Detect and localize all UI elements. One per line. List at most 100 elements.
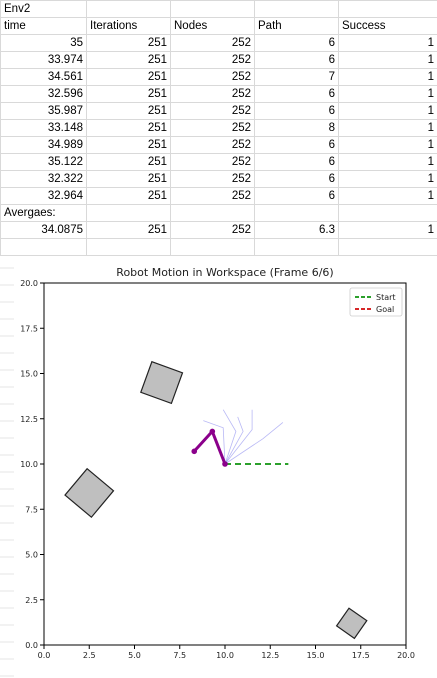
legend-label: Start	[376, 293, 396, 302]
chart-svg: Robot Motion in Workspace (Frame 6/6) 0.0…	[0, 266, 415, 677]
data-cell[interactable]: 6	[254, 136, 339, 154]
averages-label-row: Avergaes:	[0, 204, 437, 222]
column-header-cell[interactable]: time	[0, 17, 87, 35]
table-row: 33.148 251 252 8 1	[0, 119, 437, 137]
data-cell[interactable]: 252	[170, 85, 255, 103]
data-cell[interactable]: 252	[170, 187, 255, 205]
empty-cell[interactable]	[254, 204, 339, 222]
data-cell[interactable]: 252	[170, 51, 255, 69]
data-cell[interactable]: 35.987	[0, 102, 87, 120]
empty-cell[interactable]	[86, 204, 171, 222]
y-tick-label: 17.5	[20, 324, 38, 333]
table-row: 32.322 251 252 6 1	[0, 170, 437, 188]
data-cell[interactable]: 6	[254, 187, 339, 205]
data-cell[interactable]: 251	[86, 119, 171, 137]
data-cell[interactable]: 251	[86, 153, 171, 171]
data-cell[interactable]: 35.122	[0, 153, 87, 171]
average-cell[interactable]: 251	[86, 221, 171, 239]
header-row: time Iterations Nodes Path Success	[0, 17, 437, 35]
data-cell[interactable]: 34.989	[0, 136, 87, 154]
data-cell[interactable]: 34.561	[0, 68, 87, 86]
data-cell[interactable]: 1	[338, 119, 437, 137]
y-tick-label: 7.5	[25, 505, 38, 514]
data-cell[interactable]: 251	[86, 85, 171, 103]
obstacle	[64, 467, 115, 519]
data-cell[interactable]: 251	[86, 170, 171, 188]
column-header-cell[interactable]: Success	[338, 17, 437, 35]
data-cell[interactable]: 252	[170, 119, 255, 137]
sheet-title-cell[interactable]: Env2	[0, 0, 87, 18]
empty-cell[interactable]	[254, 238, 339, 256]
data-cell[interactable]: 252	[170, 153, 255, 171]
data-cell[interactable]: 32.596	[0, 85, 87, 103]
spreadsheet-table: Env2 time Iterations Nodes Path Success 35 251 2…	[0, 0, 437, 256]
data-cell[interactable]: 6	[254, 153, 339, 171]
data-cell[interactable]: 1	[338, 102, 437, 120]
averages-row: 34.0875 251 252 6.3 1	[0, 221, 437, 239]
y-tick-label: 20.0	[20, 279, 38, 288]
data-cell[interactable]: 251	[86, 136, 171, 154]
robot-motion-chart: Robot Motion in Workspace (Frame 6/6) 0.0…	[0, 258, 437, 678]
averages-label-cell[interactable]: Avergaes:	[0, 204, 87, 222]
data-cell[interactable]: 1	[338, 187, 437, 205]
data-cell[interactable]: 1	[338, 85, 437, 103]
data-cell[interactable]: 252	[170, 170, 255, 188]
empty-cell[interactable]	[338, 204, 437, 222]
empty-cell[interactable]	[170, 0, 255, 18]
data-cell[interactable]: 8	[254, 119, 339, 137]
empty-cell[interactable]	[254, 0, 339, 18]
data-cell[interactable]: 1	[338, 136, 437, 154]
robot-joint-point	[222, 461, 228, 467]
data-cell[interactable]: 33.148	[0, 119, 87, 137]
average-cell[interactable]: 6.3	[254, 221, 339, 239]
data-cell[interactable]: 251	[86, 68, 171, 86]
average-cell[interactable]: 252	[170, 221, 255, 239]
data-cell[interactable]: 251	[86, 187, 171, 205]
y-tick-label: 12.5	[20, 415, 38, 424]
empty-cell[interactable]	[86, 238, 171, 256]
data-cell[interactable]: 251	[86, 34, 171, 52]
empty-cell[interactable]	[338, 0, 437, 18]
data-cell[interactable]: 252	[170, 102, 255, 120]
data-cell[interactable]: 1	[338, 153, 437, 171]
data-cell[interactable]: 35	[0, 34, 87, 52]
data-cell[interactable]: 1	[338, 51, 437, 69]
y-tick-label: 5.0	[25, 551, 38, 560]
data-cell[interactable]: 251	[86, 51, 171, 69]
data-cell[interactable]: 1	[338, 170, 437, 188]
empty-cell[interactable]	[170, 204, 255, 222]
empty-cell[interactable]	[170, 238, 255, 256]
table-row: 35 251 252 6 1	[0, 34, 437, 52]
data-cell[interactable]: 6	[254, 34, 339, 52]
data-cell[interactable]: 6	[254, 170, 339, 188]
spreadsheet-body: Env2 time Iterations Nodes Path Success 35 251 2…	[0, 0, 437, 256]
title-row: Env2	[0, 0, 437, 18]
data-cell[interactable]: 32.964	[0, 187, 87, 205]
empty-row	[0, 238, 437, 256]
x-tick-label: 10.0	[216, 651, 234, 660]
average-cell[interactable]: 1	[338, 221, 437, 239]
data-cell[interactable]: 7	[254, 68, 339, 86]
empty-cell[interactable]	[86, 0, 171, 18]
table-row: 34.989 251 252 6 1	[0, 136, 437, 154]
data-cell[interactable]: 33.974	[0, 51, 87, 69]
data-cell[interactable]: 32.322	[0, 170, 87, 188]
y-tick-label: 2.5	[25, 596, 38, 605]
data-cell[interactable]: 6	[254, 102, 339, 120]
empty-cell[interactable]	[0, 238, 87, 256]
motion-trail-line	[222, 409, 237, 465]
column-header-cell[interactable]: Path	[254, 17, 339, 35]
data-cell[interactable]: 6	[254, 51, 339, 69]
x-tick-label: 20.0	[397, 651, 415, 660]
column-header-cell[interactable]: Nodes	[170, 17, 255, 35]
empty-cell[interactable]	[338, 238, 437, 256]
average-cell[interactable]: 34.0875	[0, 221, 87, 239]
data-cell[interactable]: 1	[338, 68, 437, 86]
data-cell[interactable]: 252	[170, 34, 255, 52]
data-cell[interactable]: 251	[86, 102, 171, 120]
data-cell[interactable]: 252	[170, 68, 255, 86]
column-header-cell[interactable]: Iterations	[86, 17, 171, 35]
data-cell[interactable]: 252	[170, 136, 255, 154]
data-cell[interactable]: 6	[254, 85, 339, 103]
data-cell[interactable]: 1	[338, 34, 437, 52]
